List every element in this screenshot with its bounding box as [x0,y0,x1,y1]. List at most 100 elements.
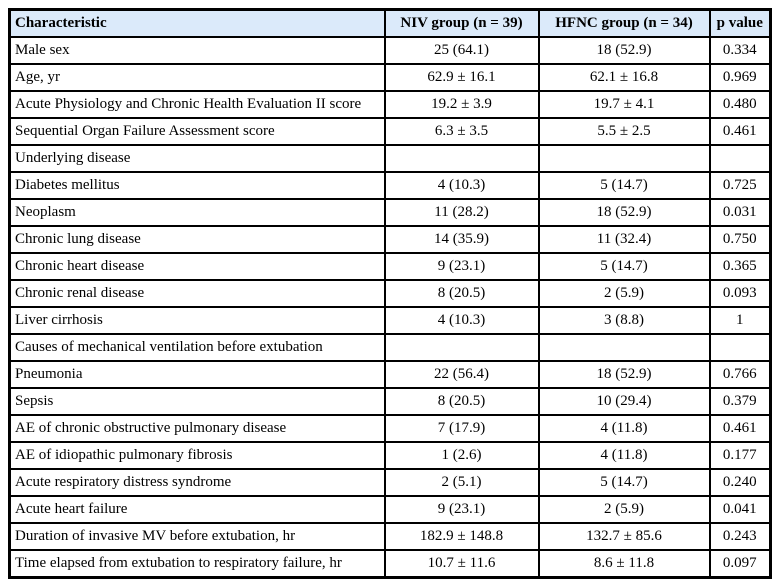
niv-value-cell: 8 (20.5) [383,387,540,416]
hfnc-value-cell: 62.1 ± 16.8 [537,63,711,92]
niv-value-cell: 11 (28.2) [383,198,540,227]
table-body: Male sex 25 (64.1) 18 (52.9) 0.334 Age, yr 62… [8,36,772,579]
table-row: Time elapsed from extubation to respirat… [8,549,772,579]
hfnc-value-cell: 3 (8.8) [537,306,711,335]
table-row: Diabetes mellitus 4 (10.3) 5 (14.7) 0.725 [8,171,772,200]
niv-value-cell: 2 (5.1) [383,468,540,497]
hfnc-value-cell: 19.7 ± 4.1 [537,90,711,119]
niv-value-cell: 9 (23.1) [383,495,540,524]
niv-value-cell [383,333,540,362]
characteristic-cell: Acute Physiology and Chronic Health Eval… [8,90,386,119]
hfnc-value-cell: 18 (52.9) [537,198,711,227]
characteristic-cell: AE of idiopathic pulmonary fibrosis [8,441,386,470]
characteristic-cell: AE of chronic obstructive pulmonary dise… [8,414,386,443]
hfnc-value-cell: 11 (32.4) [537,225,711,254]
hfnc-value-cell: 132.7 ± 85.6 [537,522,711,551]
niv-value-cell: 182.9 ± 148.8 [383,522,540,551]
hfnc-value-cell: 2 (5.9) [537,279,711,308]
p-value-cell: 0.969 [708,63,772,92]
niv-value-cell: 1 (2.6) [383,441,540,470]
hfnc-value-cell: 5 (14.7) [537,252,711,281]
table-row: Sequential Organ Failure Assessment scor… [8,117,772,146]
table-row: Causes of mechanical ventilation before … [8,333,772,362]
table-row: Chronic renal disease 8 (20.5) 2 (5.9) 0.09… [8,279,772,308]
table-header: Characteristic NIV group (n = 39) HFNC g… [8,8,772,38]
p-value-cell: 0.097 [708,549,772,579]
column-header-p-value: p value [708,8,772,38]
p-value-cell: 0.461 [708,117,772,146]
characteristic-cell: Chronic lung disease [8,225,386,254]
hfnc-value-cell: 4 (11.8) [537,441,711,470]
hfnc-value-cell: 10 (29.4) [537,387,711,416]
table-row: Chronic heart disease 9 (23.1) 5 (14.7) 0.3… [8,252,772,281]
hfnc-value-cell [537,144,711,173]
characteristic-cell: Causes of mechanical ventilation before … [8,333,386,362]
p-value-cell [708,333,772,362]
header-row: Characteristic NIV group (n = 39) HFNC g… [8,8,772,38]
p-value-cell: 0.093 [708,279,772,308]
niv-value-cell: 10.7 ± 11.6 [383,549,540,579]
characteristic-cell: Neoplasm [8,198,386,227]
p-value-cell [708,144,772,173]
characteristic-cell: Pneumonia [8,360,386,389]
column-header-niv-group: NIV group (n = 39) [383,8,540,38]
table-row: AE of chronic obstructive pulmonary dise… [8,414,772,443]
niv-value-cell: 62.9 ± 16.1 [383,63,540,92]
niv-value-cell: 6.3 ± 3.5 [383,117,540,146]
hfnc-value-cell [537,333,711,362]
table-row: Acute heart failure 9 (23.1) 2 (5.9) 0.041 [8,495,772,524]
p-value-cell: 0.725 [708,171,772,200]
characteristic-cell: Diabetes mellitus [8,171,386,200]
niv-value-cell: 9 (23.1) [383,252,540,281]
table-row: Neoplasm 11 (28.2) 18 (52.9) 0.031 [8,198,772,227]
table-row: Age, yr 62.9 ± 16.1 62.1 ± 16.8 0.969 [8,63,772,92]
table-row: Underlying disease [8,144,772,173]
p-value-cell: 0.240 [708,468,772,497]
table-row: Duration of invasive MV before extubatio… [8,522,772,551]
table-row: Chronic lung disease 14 (35.9) 11 (32.4) 0.… [8,225,772,254]
hfnc-value-cell: 5 (14.7) [537,171,711,200]
p-value-cell: 0.243 [708,522,772,551]
niv-value-cell: 8 (20.5) [383,279,540,308]
hfnc-value-cell: 18 (52.9) [537,360,711,389]
table-row: Acute respiratory distress syndrome 2 (5.… [8,468,772,497]
niv-value-cell: 14 (35.9) [383,225,540,254]
niv-value-cell: 4 (10.3) [383,306,540,335]
p-value-cell: 0.031 [708,198,772,227]
characteristic-cell: Duration of invasive MV before extubatio… [8,522,386,551]
p-value-cell: 0.041 [708,495,772,524]
characteristic-cell: Male sex [8,36,386,65]
characteristic-cell: Age, yr [8,63,386,92]
p-value-cell: 0.334 [708,36,772,65]
hfnc-value-cell: 4 (11.8) [537,414,711,443]
p-value-cell: 0.177 [708,441,772,470]
characteristic-cell: Acute heart failure [8,495,386,524]
p-value-cell: 0.480 [708,90,772,119]
patient-characteristics-table: Characteristic NIV group (n = 39) HFNC g… [8,8,772,579]
table-row: Pneumonia 22 (56.4) 18 (52.9) 0.766 [8,360,772,389]
hfnc-value-cell: 5 (14.7) [537,468,711,497]
niv-value-cell: 19.2 ± 3.9 [383,90,540,119]
niv-value-cell: 22 (56.4) [383,360,540,389]
table-row: AE of idiopathic pulmonary fibrosis 1 (2.… [8,441,772,470]
column-header-hfnc-group: HFNC group (n = 34) [537,8,711,38]
table-row: Acute Physiology and Chronic Health Eval… [8,90,772,119]
hfnc-value-cell: 18 (52.9) [537,36,711,65]
p-value-cell: 0.461 [708,414,772,443]
p-value-cell: 0.750 [708,225,772,254]
table-row: Male sex 25 (64.1) 18 (52.9) 0.334 [8,36,772,65]
characteristic-cell: Time elapsed from extubation to respirat… [8,549,386,579]
characteristic-cell: Chronic heart disease [8,252,386,281]
niv-value-cell [383,144,540,173]
p-value-cell: 0.379 [708,387,772,416]
column-header-characteristic: Characteristic [8,8,386,38]
characteristic-cell: Sepsis [8,387,386,416]
p-value-cell: 0.766 [708,360,772,389]
hfnc-value-cell: 2 (5.9) [537,495,711,524]
characteristic-cell: Liver cirrhosis [8,306,386,335]
niv-value-cell: 4 (10.3) [383,171,540,200]
table-row: Liver cirrhosis 4 (10.3) 3 (8.8) 1 [8,306,772,335]
characteristic-cell: Sequential Organ Failure Assessment scor… [8,117,386,146]
niv-value-cell: 7 (17.9) [383,414,540,443]
